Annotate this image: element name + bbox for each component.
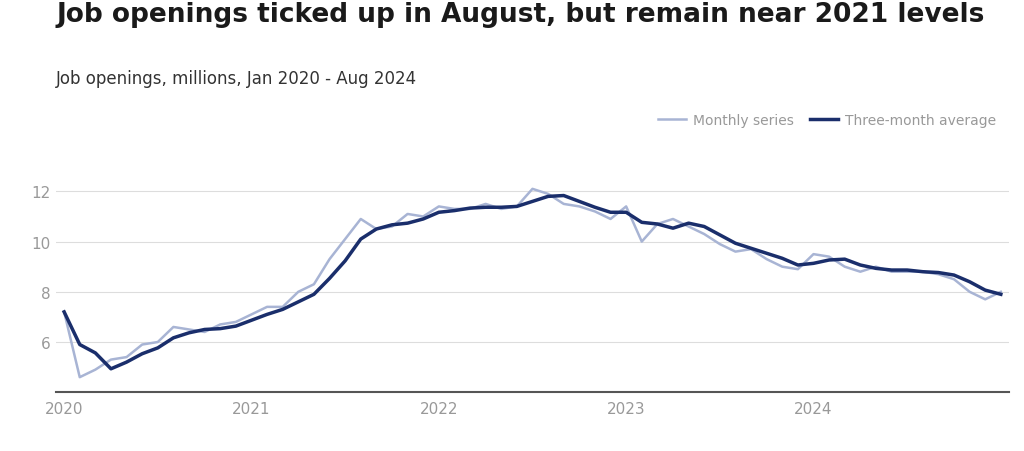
Legend: Monthly series, Three-month average: Monthly series, Three-month average (652, 108, 1001, 133)
Text: Job openings, millions, Jan 2020 - Aug 2024: Job openings, millions, Jan 2020 - Aug 2… (56, 70, 418, 88)
Text: Job openings ticked up in August, but remain near 2021 levels: Job openings ticked up in August, but re… (56, 2, 985, 28)
